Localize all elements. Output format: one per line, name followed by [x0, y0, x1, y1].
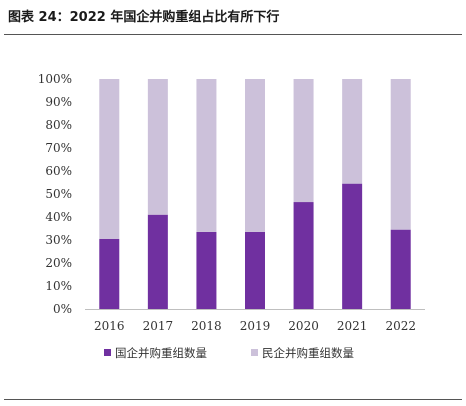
bar-private-2016 [99, 79, 120, 239]
x-tick-label: 2019 [240, 319, 271, 333]
bar-private-2022 [390, 79, 411, 230]
x-tick-label: 2017 [143, 319, 174, 333]
bar-soe-2018 [196, 231, 217, 309]
x-axis: 2016 2017 2018 2019 2020 2021 2022 [85, 309, 425, 333]
y-tick-label: 70% [45, 141, 72, 155]
x-tick-label: 2016 [94, 319, 125, 333]
y-tick-label: 80% [45, 118, 72, 132]
y-tick-label: 0% [53, 302, 72, 316]
y-tick-label: 40% [45, 210, 72, 224]
bar-soe-2022 [390, 229, 411, 309]
bar-private-2017 [147, 79, 168, 215]
y-tick-label: 30% [45, 233, 72, 247]
bar-soe-2019 [245, 231, 265, 309]
bar-private-2018 [196, 79, 217, 232]
legend: 国企并购重组数量 民企并购重组数量 [104, 346, 354, 360]
bar-private-2019 [245, 79, 265, 232]
bar-private-2021 [342, 79, 363, 184]
bar-soe-2021 [342, 183, 363, 309]
y-tick-label: 100% [38, 72, 72, 86]
bar-private-2020 [293, 79, 314, 203]
x-tick-label: 2018 [191, 319, 222, 333]
bar-soe-2020 [293, 202, 314, 309]
bar-soe-2017 [147, 214, 168, 309]
y-tick-label: 60% [45, 164, 72, 178]
x-tick-label: 2020 [288, 319, 319, 333]
y-tick-label: 90% [45, 95, 72, 109]
x-tick-label: 2021 [337, 319, 368, 333]
legend-swatch-soe [104, 349, 111, 356]
legend-label-private: 民企并购重组数量 [262, 346, 354, 360]
figure-title: 图表 24：2022 年国企并购重组占比有所下行 [8, 10, 280, 25]
y-tick-label: 50% [45, 187, 72, 201]
y-tick-label: 10% [45, 279, 72, 293]
y-axis: 0% 10% 20% 30% 40% 50% 60% 70% 80% 90% 100% [38, 72, 72, 316]
bars-group [99, 79, 411, 309]
x-tick-label: 2022 [385, 319, 416, 333]
bar-soe-2016 [99, 238, 120, 309]
legend-label-soe: 国企并购重组数量 [115, 346, 207, 360]
title-divider [4, 34, 462, 35]
legend-swatch-private [251, 349, 258, 356]
y-tick-label: 20% [45, 256, 72, 270]
bottom-divider [4, 399, 462, 400]
